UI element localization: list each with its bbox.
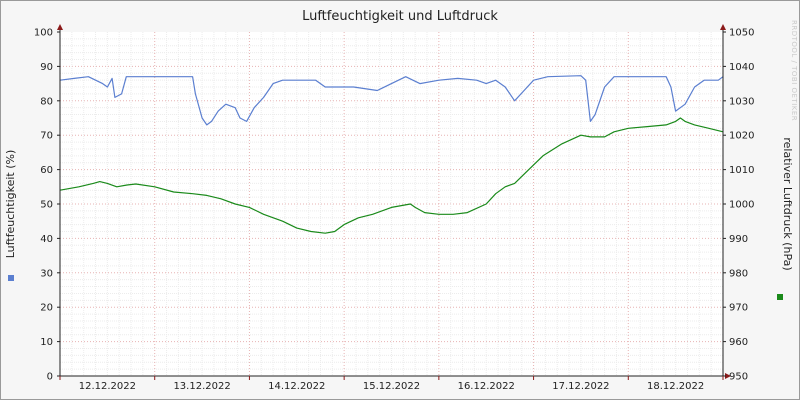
y-tick-label-left: 70 <box>40 131 53 142</box>
pressure-line <box>59 117 724 234</box>
y-ticks-right: 950 960 970 980 990 1000 1010 1020 1030 1040 1050 <box>723 28 754 383</box>
y-axis-right-arrow <box>720 24 726 30</box>
x-ticks: 12.12.2022 13.12.2022 14.12.2022 15.12.2022… <box>59 376 724 392</box>
series-group <box>59 75 724 234</box>
y-ticks-left: 0 10 20 30 40 50 60 70 80 90 100 <box>34 28 60 383</box>
y-axis-left-arrow <box>57 24 63 30</box>
x-tick-label: 12.12.2022 <box>79 381 136 392</box>
y-tick-label-right: 1050 <box>729 28 754 39</box>
y-tick-label-left: 40 <box>40 234 53 245</box>
y-tick-label-right: 970 <box>729 303 748 314</box>
watermark: RRDTOOL / TOBI OETIKER <box>790 20 798 121</box>
y-tick-label-left: 90 <box>40 62 53 73</box>
chart-title: Luftfeuchtigkeit und Luftdruck <box>302 9 498 24</box>
y-tick-label-right: 1000 <box>729 200 754 211</box>
y-tick-label-right: 1010 <box>729 165 754 176</box>
y-tick-label-right: 1020 <box>729 131 754 142</box>
humidity-line <box>59 75 724 126</box>
x-tick-label: 17.12.2022 <box>552 381 609 392</box>
y-tick-label-right: 990 <box>729 234 748 245</box>
y-tick-label-left: 60 <box>40 165 53 176</box>
y-tick-label-left: 10 <box>40 337 53 348</box>
y-label-right: relativer Luftdruck (hPa) <box>781 137 794 270</box>
y-tick-label-right: 980 <box>729 268 748 279</box>
y-tick-label-left: 30 <box>40 268 53 279</box>
y-tick-label-right: 960 <box>729 337 748 348</box>
x-axis-arrow <box>725 373 731 379</box>
x-tick-label: 15.12.2022 <box>363 381 420 392</box>
grid <box>60 32 723 376</box>
legend-marker-pressure <box>777 294 783 300</box>
y-tick-label-right: 1030 <box>729 96 754 107</box>
y-tick-label-left: 80 <box>40 96 53 107</box>
x-tick-label: 16.12.2022 <box>458 381 515 392</box>
legend-marker-humidity <box>8 275 14 281</box>
x-tick-label: 18.12.2022 <box>647 381 704 392</box>
y-tick-label-right: 1040 <box>729 62 754 73</box>
y-tick-label-right: 950 <box>729 372 748 383</box>
y-label-left: Luftfeuchtigkeit (%) <box>4 150 17 259</box>
y-tick-label-left: 0 <box>47 372 53 383</box>
y-tick-label-left: 50 <box>40 200 53 211</box>
y-tick-label-left: 100 <box>34 28 53 39</box>
x-tick-label: 13.12.2022 <box>173 381 230 392</box>
y-tick-label-left: 20 <box>40 303 53 314</box>
x-tick-label: 14.12.2022 <box>268 381 325 392</box>
